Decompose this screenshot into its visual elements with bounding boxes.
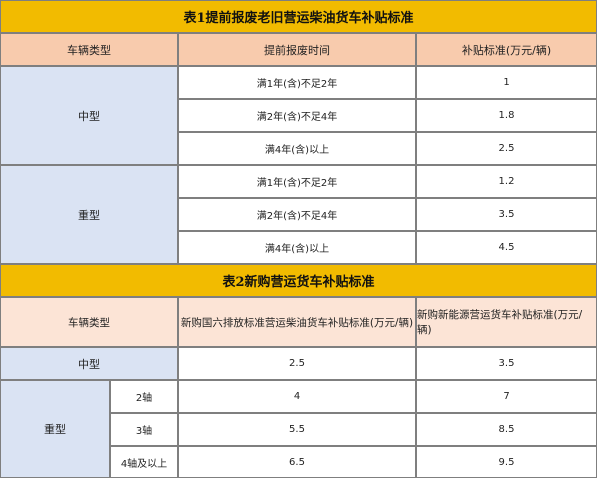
t2-diesel: 6.5 <box>178 446 416 478</box>
t1-header-type: 车辆类型 <box>0 33 178 66</box>
t1-subsidy: 1.8 <box>416 99 597 132</box>
t2-diesel: 2.5 <box>178 347 416 380</box>
t1-period: 满1年(含)不足2年 <box>178 165 416 198</box>
t1-period: 满4年(含)以上 <box>178 231 416 264</box>
t1-period: 满1年(含)不足2年 <box>178 66 416 99</box>
t2-header-type: 车辆类型 <box>0 297 178 347</box>
t1-header-period: 提前报废时间 <box>178 33 416 66</box>
t2-ev: 8.5 <box>416 413 597 446</box>
t2-axle: 2轴 <box>110 380 178 413</box>
t1-subsidy: 3.5 <box>416 198 597 231</box>
t1-subsidy: 4.5 <box>416 231 597 264</box>
t2-ev: 3.5 <box>416 347 597 380</box>
t1-period: 满4年(含)以上 <box>178 132 416 165</box>
t2-header-ev: 新购新能源营运货车补贴标准(万元/辆) <box>416 297 597 347</box>
t2-ev: 7 <box>416 380 597 413</box>
t1-type-medium: 中型 <box>0 66 178 165</box>
t2-diesel: 5.5 <box>178 413 416 446</box>
t2-type-heavy: 重型 <box>0 380 110 478</box>
t1-subsidy: 2.5 <box>416 132 597 165</box>
t2-axle: 3轴 <box>110 413 178 446</box>
t2-type-medium: 中型 <box>0 347 178 380</box>
table1-title: 表1提前报废老旧营运柴油货车补贴标准 <box>0 0 597 33</box>
t1-period: 满2年(含)不足4年 <box>178 198 416 231</box>
t1-subsidy: 1.2 <box>416 165 597 198</box>
t1-period: 满2年(含)不足4年 <box>178 99 416 132</box>
t2-axle: 4轴及以上 <box>110 446 178 478</box>
t2-header-diesel: 新购国六排放标准营运柴油货车补贴标准(万元/辆) <box>178 297 416 347</box>
t1-type-heavy: 重型 <box>0 165 178 264</box>
t2-diesel: 4 <box>178 380 416 413</box>
t2-ev: 9.5 <box>416 446 597 478</box>
t1-subsidy: 1 <box>416 66 597 99</box>
t1-header-subsidy: 补贴标准(万元/辆) <box>416 33 597 66</box>
table2-title: 表2新购营运货车补贴标准 <box>0 264 597 297</box>
